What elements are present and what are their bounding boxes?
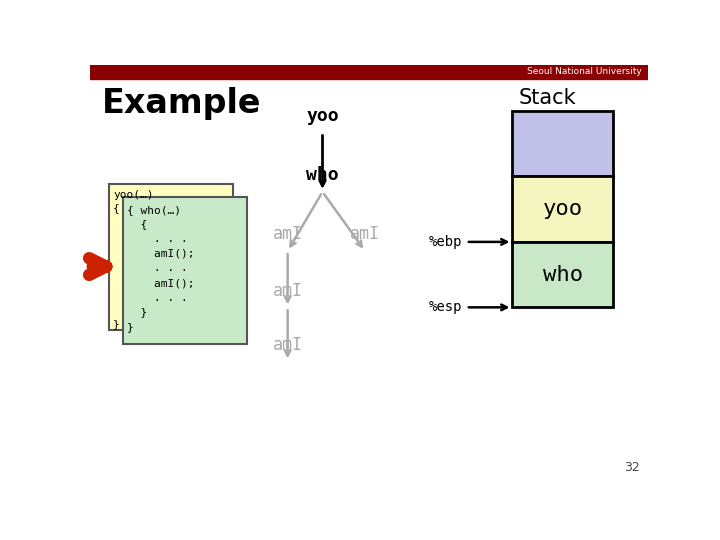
Bar bbox=[90, 65, 648, 79]
Text: . . .: . . . bbox=[127, 264, 188, 273]
Text: amI: amI bbox=[350, 225, 380, 244]
Text: {: { bbox=[113, 202, 120, 213]
Text: amI();: amI(); bbox=[127, 278, 194, 288]
Text: yoo: yoo bbox=[543, 199, 582, 219]
Text: amI: amI bbox=[273, 225, 302, 244]
Text: %ebp: %ebp bbox=[428, 235, 462, 249]
Text: 32: 32 bbox=[624, 462, 640, 475]
Bar bbox=[513, 111, 613, 177]
Text: amI();: amI(); bbox=[127, 249, 194, 259]
Text: amI: amI bbox=[273, 282, 302, 300]
Text: %esp: %esp bbox=[428, 300, 462, 314]
Bar bbox=[513, 177, 613, 242]
Text: . . .: . . . bbox=[127, 234, 188, 244]
Text: . . .: . . . bbox=[127, 293, 188, 303]
Bar bbox=[122, 197, 246, 343]
Text: }: } bbox=[127, 322, 134, 332]
Text: who: who bbox=[543, 265, 582, 285]
Text: yoo: yoo bbox=[306, 107, 339, 125]
Text: {: { bbox=[127, 220, 148, 229]
Text: Seoul National University: Seoul National University bbox=[527, 68, 642, 76]
Text: amI: amI bbox=[273, 335, 302, 354]
Bar bbox=[109, 184, 233, 330]
Text: yoo(…): yoo(…) bbox=[113, 190, 154, 200]
Text: { who(…): { who(…) bbox=[127, 205, 181, 215]
Text: who: who bbox=[306, 166, 339, 184]
Text: Stack: Stack bbox=[518, 88, 576, 108]
Text: }: } bbox=[113, 319, 120, 329]
Bar bbox=[513, 242, 613, 307]
Text: Example: Example bbox=[102, 87, 261, 120]
Text: }: } bbox=[127, 307, 148, 318]
